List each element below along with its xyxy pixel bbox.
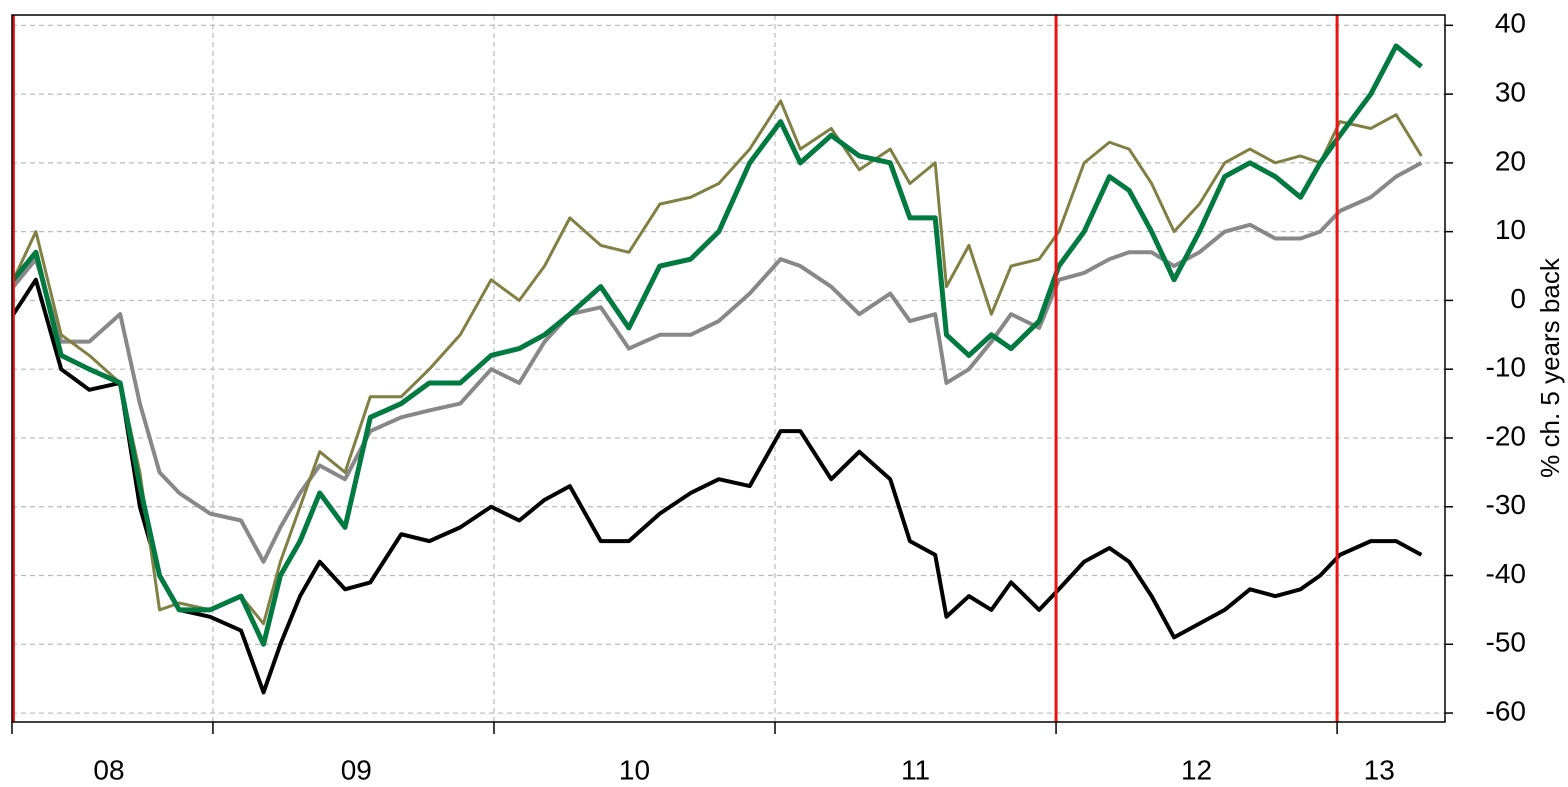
y-tick-label: 20	[1495, 145, 1526, 176]
x-tick-label: 10	[619, 754, 650, 785]
y-axis-label: % ch. 5 years back	[1535, 257, 1565, 478]
x-tick-label: 11	[901, 754, 930, 785]
y-tick-label: 10	[1495, 214, 1526, 245]
y-tick-label: 40	[1495, 8, 1526, 39]
y-tick-label: -60	[1486, 695, 1526, 726]
line-series	[11, 277, 1423, 695]
y-tick-label: -10	[1486, 352, 1526, 383]
x-tick-label: 13	[1364, 754, 1395, 785]
y-tick-label: -40	[1486, 558, 1526, 589]
y-tick-label: -20	[1486, 420, 1526, 451]
plot-frame	[11, 14, 1446, 723]
x-tick-label: 08	[93, 754, 124, 785]
line-series	[11, 43, 1423, 647]
x-tick-label: 12	[1181, 754, 1212, 785]
y-tick-label: 30	[1495, 76, 1526, 107]
y-tick-label: -50	[1486, 627, 1526, 658]
y-tick-label: -30	[1486, 489, 1526, 520]
y-tick-label: 0	[1510, 283, 1526, 314]
x-tick-label: 09	[341, 754, 372, 785]
line-series	[11, 161, 1423, 564]
line-series	[12, 99, 1423, 626]
